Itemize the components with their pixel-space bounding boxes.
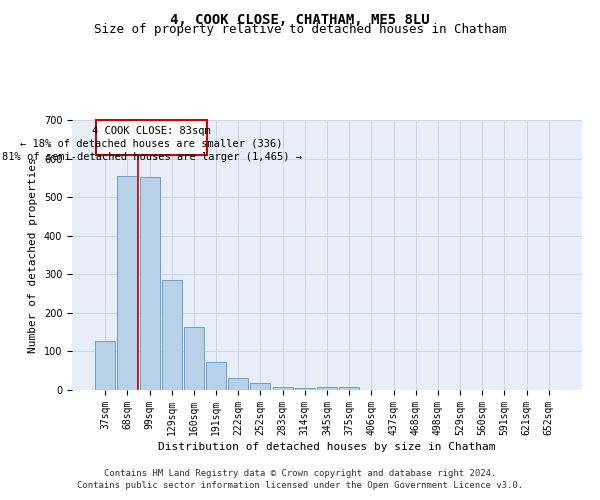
Text: 4, COOK CLOSE, CHATHAM, ME5 8LU: 4, COOK CLOSE, CHATHAM, ME5 8LU [170,12,430,26]
Bar [295,388,315,390]
Text: Contains HM Land Registry data © Crown copyright and database right 2024.
Contai: Contains HM Land Registry data © Crown c… [77,468,523,490]
Text: Size of property relative to detached houses in Chatham: Size of property relative to detached ho… [94,22,506,36]
Bar [228,378,248,390]
Text: 4 COOK CLOSE: 83sqm
← 18% of detached houses are smaller (336)
81% of semi-detac: 4 COOK CLOSE: 83sqm ← 18% of detached ho… [2,126,302,162]
Bar [95,340,115,390]
Bar [118,176,137,390]
Bar [184,327,204,390]
Bar [162,280,182,390]
FancyBboxPatch shape [96,120,207,154]
Bar [317,386,337,390]
Bar [272,387,293,390]
Bar [339,387,359,390]
Bar [206,362,226,390]
Bar [250,383,271,390]
Bar [140,176,160,390]
Y-axis label: Number of detached properties: Number of detached properties [28,157,38,353]
X-axis label: Distribution of detached houses by size in Chatham: Distribution of detached houses by size … [158,442,496,452]
